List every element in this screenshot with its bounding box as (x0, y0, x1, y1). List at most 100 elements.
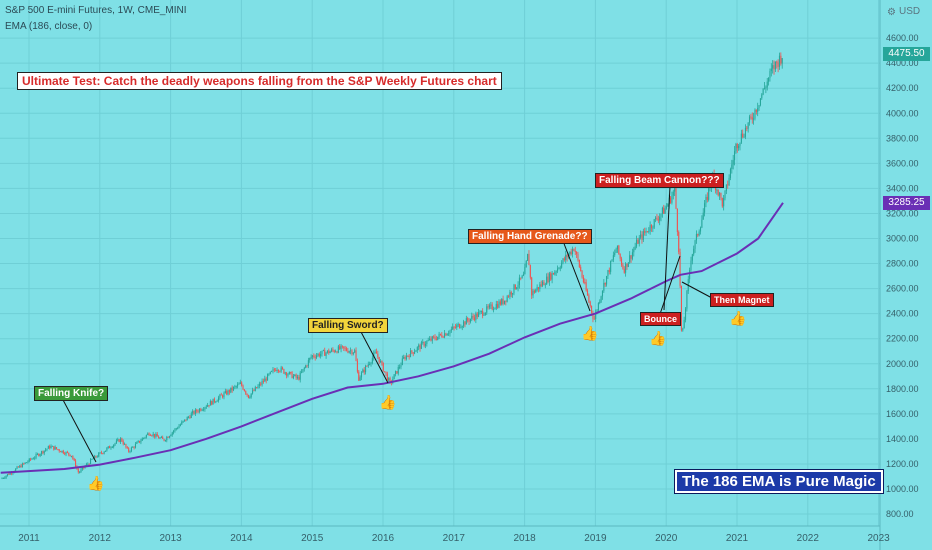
candle-body (574, 250, 576, 252)
candle-body (536, 287, 538, 290)
candle-body (245, 391, 247, 394)
candle-body (678, 231, 680, 253)
candle-body (438, 333, 440, 337)
candle-body (437, 336, 439, 340)
candle-body (68, 452, 70, 455)
currency-label[interactable]: USD (899, 6, 921, 17)
candle-body (23, 463, 25, 465)
candle-body (28, 458, 30, 462)
candle-body (186, 417, 188, 421)
candle-body (38, 453, 40, 456)
candle-body (69, 454, 71, 457)
candle-body (670, 197, 672, 203)
candle-body (607, 270, 609, 276)
candle-body (691, 254, 693, 261)
candle-body (16, 466, 18, 469)
candle-body (322, 350, 324, 351)
candle-body (739, 142, 741, 146)
candle-body (732, 160, 734, 165)
candle-body (695, 234, 697, 241)
candle-body (394, 371, 397, 375)
candle-body (430, 338, 432, 341)
candle-body (401, 358, 403, 365)
candle-body (216, 400, 218, 402)
candle-body (109, 446, 111, 449)
ema-magic-annotation: The 186 EMA is Pure Magic (674, 469, 884, 494)
candle-body (716, 189, 718, 191)
candle-body (235, 386, 237, 388)
candle-body (4, 477, 6, 479)
candle-body (754, 109, 756, 119)
candle-body (140, 440, 142, 443)
candle-body (96, 456, 98, 458)
candle-body (753, 118, 755, 120)
candle-body (614, 252, 616, 256)
candle-body (426, 340, 428, 345)
candle-body (659, 216, 661, 221)
candle-body (577, 253, 579, 261)
candle-body (337, 346, 339, 353)
candle-body (363, 369, 365, 373)
candle-body (208, 405, 210, 406)
candle-body (542, 281, 544, 286)
candle-body (582, 277, 584, 283)
candle-body (264, 378, 266, 382)
candle-body (286, 372, 288, 376)
candle-body (107, 446, 109, 448)
candle-body (757, 107, 759, 112)
candle-body (518, 277, 520, 285)
candle-body (768, 77, 770, 82)
candle-body (317, 353, 319, 356)
candle-body (689, 270, 691, 280)
candle-body (388, 378, 390, 381)
candle-body (341, 345, 343, 347)
x-tick-label: 2013 (159, 533, 182, 544)
candle-body (701, 219, 703, 228)
candle-body (250, 393, 252, 398)
candle-body (358, 371, 360, 381)
gear-icon[interactable]: ⚙ (887, 7, 896, 18)
candle-body (284, 372, 286, 374)
candle-body (50, 446, 52, 449)
candle-body (742, 133, 744, 138)
candle-body (427, 340, 429, 341)
candle-body (239, 382, 241, 384)
candle-body (89, 459, 92, 465)
candle-body (288, 372, 290, 375)
candle-body (219, 394, 221, 398)
candle-body (601, 290, 604, 297)
candle-body (774, 61, 776, 70)
y-tick-label: 3400.00 (886, 183, 919, 193)
candle-body (32, 458, 34, 460)
candle-body (580, 266, 582, 272)
candle-body (39, 454, 41, 456)
candle-body (21, 463, 24, 468)
candle-body (435, 338, 437, 340)
candle-body (162, 437, 164, 439)
candle-body (174, 428, 176, 431)
candle-body (66, 452, 68, 453)
y-tick-label: 3600.00 (886, 158, 919, 168)
candle-body (443, 333, 446, 338)
candle-body (510, 292, 512, 295)
candle-body (781, 58, 783, 64)
candle-body (111, 446, 113, 448)
candle-body (442, 336, 444, 338)
x-tick-label: 2017 (443, 533, 466, 544)
candle-body (198, 408, 201, 412)
candle-body (502, 298, 504, 304)
candle-body (35, 454, 37, 458)
candle-body (763, 87, 766, 89)
candle-body (371, 357, 373, 363)
candle-body (454, 327, 456, 328)
candle-body (777, 62, 779, 67)
candle-body (73, 458, 75, 461)
candle-body (721, 198, 723, 207)
y-tick-label: 4400.00 (886, 58, 919, 68)
candle-body (744, 127, 746, 137)
candle-body (765, 87, 767, 89)
candle-body (347, 350, 349, 353)
thumbs-up-icon: 👍 (649, 330, 666, 347)
candle-body (148, 433, 150, 436)
